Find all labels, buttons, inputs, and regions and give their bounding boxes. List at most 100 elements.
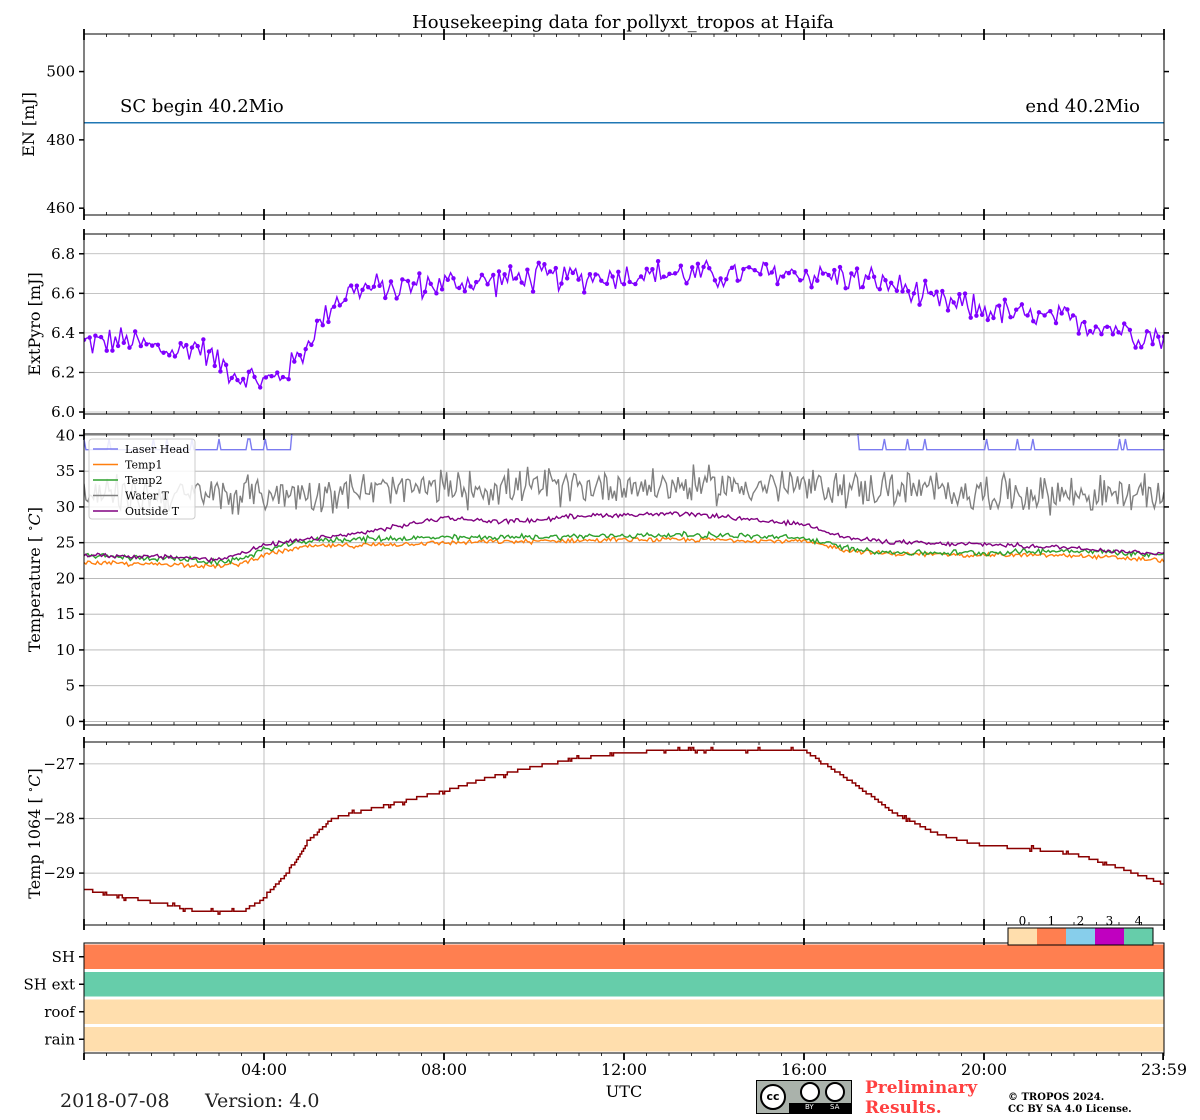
preliminary-line-2: Results. <box>865 1098 942 1118</box>
y-tick-label: 5 <box>65 677 75 695</box>
plot-area <box>84 434 1164 570</box>
colorbar-cell <box>1124 928 1153 945</box>
legend-box <box>88 438 196 520</box>
series-point <box>894 288 900 293</box>
series-point <box>189 345 195 350</box>
series-line-water-t <box>84 464 1164 516</box>
axes-frame <box>83 741 1165 926</box>
panel-1: 460 480 500 EN [mJ] SC begin 40.2Mio end 40.2… <box>19 29 1169 220</box>
cc-sa-label: SA <box>830 1103 840 1111</box>
series-point <box>877 286 882 292</box>
series-point <box>1036 310 1042 315</box>
colorbar-cell <box>1008 928 1037 945</box>
series-point <box>616 269 621 275</box>
y-tick-label: −28 <box>43 809 75 827</box>
colorbar-tick-label: 3 <box>1106 914 1114 928</box>
axes-frame <box>83 433 1165 726</box>
series-point <box>144 342 149 347</box>
series-point <box>263 375 269 380</box>
series-point <box>439 287 445 292</box>
series-point <box>752 267 757 273</box>
series-point <box>223 362 229 368</box>
label-close-bracket: ] <box>25 768 44 774</box>
series-point <box>724 276 729 282</box>
series-point <box>1110 332 1116 337</box>
series-point <box>974 313 979 318</box>
y-tick-label: −29 <box>43 864 75 882</box>
series-point <box>547 269 553 274</box>
series-point <box>621 281 627 287</box>
series-point <box>661 274 666 279</box>
series-point <box>184 342 189 348</box>
axes-frame <box>83 33 1165 216</box>
series-point <box>331 304 337 309</box>
series-point <box>786 270 792 276</box>
series-point <box>780 274 786 279</box>
series-point <box>564 276 570 281</box>
status-row-label: SH ext <box>24 975 76 993</box>
series-point <box>718 276 723 281</box>
series-point <box>93 333 98 338</box>
series-point <box>1156 334 1161 339</box>
series-point <box>428 281 433 286</box>
series-point <box>1087 328 1093 334</box>
series-point <box>132 329 138 334</box>
series-point <box>98 334 104 340</box>
preliminary-results-label: Preliminary Results. <box>865 1078 977 1118</box>
y-tick-label: 6.6 <box>51 284 75 302</box>
series-point <box>348 283 354 288</box>
y-tick-label: 500 <box>46 63 75 81</box>
series-point <box>530 289 536 294</box>
series-point <box>513 276 519 281</box>
y-tick-label: 35 <box>56 462 75 480</box>
series-point <box>837 264 843 270</box>
series-point <box>320 323 325 328</box>
series-point <box>860 284 865 290</box>
series-point <box>763 261 769 267</box>
series-point <box>638 274 644 279</box>
series-point <box>854 266 860 271</box>
series-point <box>269 374 274 379</box>
series-point <box>84 337 87 342</box>
series-line-temp-1064 <box>84 746 1164 915</box>
series-point <box>422 289 428 294</box>
series-point <box>485 282 490 287</box>
series-point <box>599 278 604 283</box>
series-point <box>672 271 678 276</box>
series-point <box>1076 331 1081 336</box>
series-point <box>1093 324 1098 329</box>
status-row-label: rain <box>44 1030 75 1048</box>
series-point <box>286 376 291 382</box>
series-point <box>758 272 763 277</box>
x-axis-label: UTC <box>606 1082 642 1101</box>
series-point <box>508 264 513 269</box>
cc-by-label: BY <box>805 1103 814 1111</box>
series-point <box>127 345 132 350</box>
colorbar-tick-label: 2 <box>1077 914 1085 928</box>
series-point <box>1031 319 1036 324</box>
status-panel: SH SH ext roof rain 04:00 08:00 12:00 16:00 20:0… <box>24 914 1188 1101</box>
series-point <box>1122 321 1127 326</box>
series-point <box>1002 297 1008 302</box>
cc-license-badge: cc BY SA <box>756 1080 852 1114</box>
series-point <box>1082 319 1087 325</box>
series-point <box>411 281 416 286</box>
series-point <box>962 291 968 296</box>
series-point <box>667 271 672 277</box>
series-point <box>968 315 973 320</box>
series-point <box>394 296 399 301</box>
celsius-symbol: C <box>25 775 44 787</box>
series-point <box>292 359 297 364</box>
y-tick-label: 20 <box>56 569 75 587</box>
series-point <box>172 354 178 359</box>
series-point <box>371 284 377 289</box>
series-point <box>695 261 701 267</box>
series-point <box>104 348 109 353</box>
series-point <box>360 287 365 292</box>
series-point <box>746 265 752 270</box>
series-point <box>383 295 388 301</box>
footer-version: Version: 4.0 <box>205 1090 320 1112</box>
cc-strip <box>789 1103 851 1113</box>
series-point <box>1144 329 1150 334</box>
